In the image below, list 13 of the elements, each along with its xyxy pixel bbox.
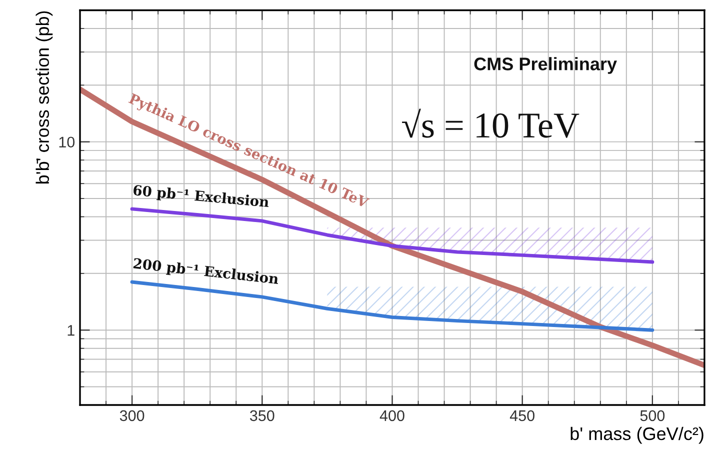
x-axis-title: b' mass (GeV/c²) bbox=[570, 426, 704, 444]
x-tick-label: 300 bbox=[120, 410, 144, 422]
y-tick-label: 1 bbox=[68, 325, 74, 336]
x-tick-label: 500 bbox=[640, 410, 665, 422]
y-tick-label: 10 bbox=[59, 136, 75, 148]
x-tick-label: 400 bbox=[380, 410, 404, 422]
x-tick-label: 350 bbox=[250, 410, 274, 422]
annotation: CMS Preliminary bbox=[474, 57, 617, 74]
x-tick-label: 450 bbox=[510, 410, 534, 422]
annotation: √s = 10 TeV bbox=[402, 108, 580, 138]
y-axis-title: b'b̄' cross section (pb) bbox=[36, 11, 53, 184]
text: 200 pb⁻¹ Exclusion bbox=[132, 258, 279, 287]
text: 60 pb⁻¹ Exclusion bbox=[132, 184, 270, 210]
